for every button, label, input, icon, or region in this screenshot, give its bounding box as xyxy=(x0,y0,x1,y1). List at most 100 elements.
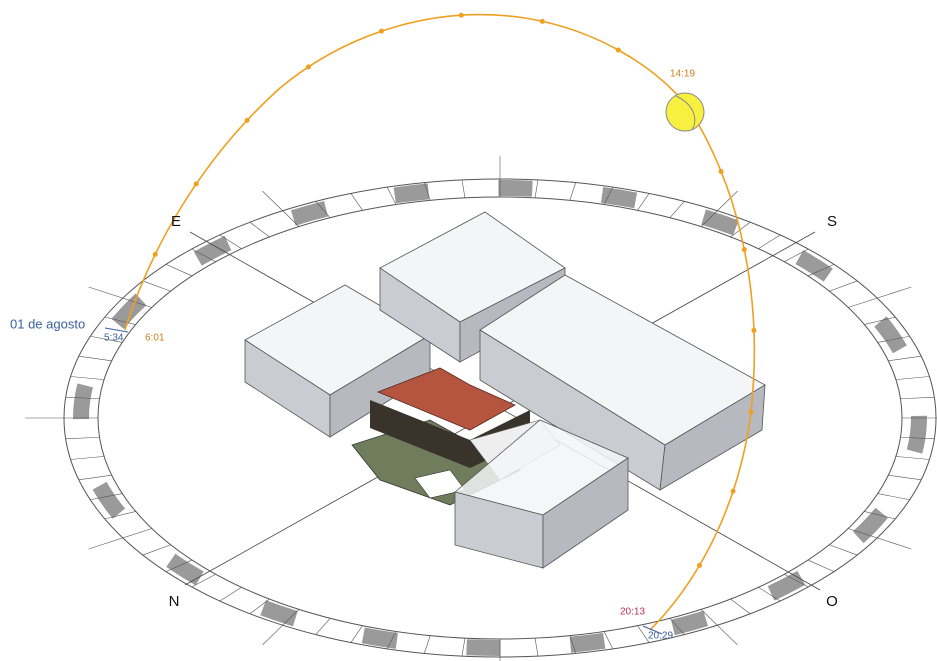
ring-tick xyxy=(386,631,397,649)
ring-tick xyxy=(864,511,896,520)
ring-tick xyxy=(534,179,539,198)
ring-tick xyxy=(386,187,397,205)
ring-tick xyxy=(758,234,781,249)
ring-tick xyxy=(603,187,614,205)
ring-tick xyxy=(262,190,300,227)
hour-dot xyxy=(718,168,724,174)
ring-tick xyxy=(424,635,431,654)
ring-tick xyxy=(165,559,193,572)
hour-dot xyxy=(539,18,545,24)
ring-tick xyxy=(142,280,171,292)
ring-tick xyxy=(219,587,242,602)
time-label: 20:13 xyxy=(620,607,645,618)
ring-tick xyxy=(877,493,910,501)
ring-tick xyxy=(807,559,835,572)
ring-tick xyxy=(88,286,152,308)
ring-tick xyxy=(249,598,270,615)
ring-tick xyxy=(142,544,171,556)
ring-tick xyxy=(165,264,193,277)
ring-tick xyxy=(534,638,539,657)
building-roof xyxy=(376,367,516,431)
hour-markers xyxy=(152,12,757,568)
ring-tick xyxy=(88,528,152,550)
ring-tick xyxy=(807,264,835,277)
box-side xyxy=(542,457,629,569)
ring-tick xyxy=(603,631,614,649)
ring-tick xyxy=(191,574,216,588)
hour-dot xyxy=(748,409,754,415)
ring-tick xyxy=(700,609,738,646)
ring-tick xyxy=(864,316,896,325)
ring-tick xyxy=(65,436,100,440)
ring-tick xyxy=(569,635,576,654)
compass-label: S xyxy=(827,213,837,230)
ring-tick xyxy=(78,474,112,481)
hour-dot xyxy=(152,251,158,257)
ring-tick xyxy=(848,286,912,308)
time-label: 14:19 xyxy=(670,69,695,80)
ring-tick xyxy=(350,625,363,643)
compass-ring xyxy=(25,156,937,661)
time-label: 6:01 xyxy=(145,333,165,344)
compass-label: E xyxy=(171,213,181,230)
date-label: 01 de agosto xyxy=(10,316,85,331)
ring-tick xyxy=(424,182,431,201)
ring-tick xyxy=(637,193,650,211)
ring-tick xyxy=(219,234,242,249)
hour-dot xyxy=(244,117,250,123)
ring-tick xyxy=(461,638,466,657)
time-label: 5:34 xyxy=(104,333,124,344)
ring-tick xyxy=(262,609,300,646)
ring-tick xyxy=(315,618,331,635)
ring-tick xyxy=(900,396,935,400)
hour-dot xyxy=(741,247,747,253)
ring-tick xyxy=(758,587,781,602)
ring-tick xyxy=(895,376,930,380)
hour-dot xyxy=(305,64,311,70)
ring-tick xyxy=(888,474,922,481)
hour-dot xyxy=(696,562,702,568)
sun xyxy=(665,92,705,132)
sun-meridian xyxy=(675,95,696,131)
ring-tick xyxy=(784,574,809,588)
ring-tick xyxy=(70,456,105,460)
sunset-marker xyxy=(642,625,663,635)
hour-dot xyxy=(379,28,385,34)
hour-dot xyxy=(730,488,736,494)
ring-tick xyxy=(90,493,123,501)
hour-dot xyxy=(615,47,621,53)
ring-tick xyxy=(730,598,751,615)
ring-tick xyxy=(669,201,685,218)
ring-tick xyxy=(895,456,930,460)
ring-tick xyxy=(637,625,650,643)
sun-path xyxy=(124,13,756,631)
ring-tick xyxy=(669,618,685,635)
compass-label: O xyxy=(826,593,838,610)
hour-dot xyxy=(193,181,199,187)
ring-tick xyxy=(350,193,363,211)
ring-tick xyxy=(104,511,136,520)
time-label: 20:29 xyxy=(648,631,673,642)
mass-front xyxy=(454,419,629,569)
ring-tick xyxy=(900,436,935,440)
ring-tick xyxy=(784,248,809,262)
ring-tick xyxy=(848,528,912,550)
ring-tick xyxy=(104,316,136,325)
ring-tick xyxy=(829,544,858,556)
sunrise-marker xyxy=(104,327,129,333)
ring-tick xyxy=(70,376,105,380)
ring-tick xyxy=(90,335,123,343)
ring-tick xyxy=(191,248,216,262)
ring-tick xyxy=(569,182,576,201)
ring-tick xyxy=(829,280,858,292)
ring-tick xyxy=(315,201,331,218)
hour-dot xyxy=(751,327,757,333)
ring-tick xyxy=(877,335,910,343)
ring-tick xyxy=(461,179,466,198)
ring-tick xyxy=(700,190,738,227)
hour-dot xyxy=(458,12,464,18)
compass-label: N xyxy=(169,593,180,610)
ring-tick xyxy=(888,355,922,362)
